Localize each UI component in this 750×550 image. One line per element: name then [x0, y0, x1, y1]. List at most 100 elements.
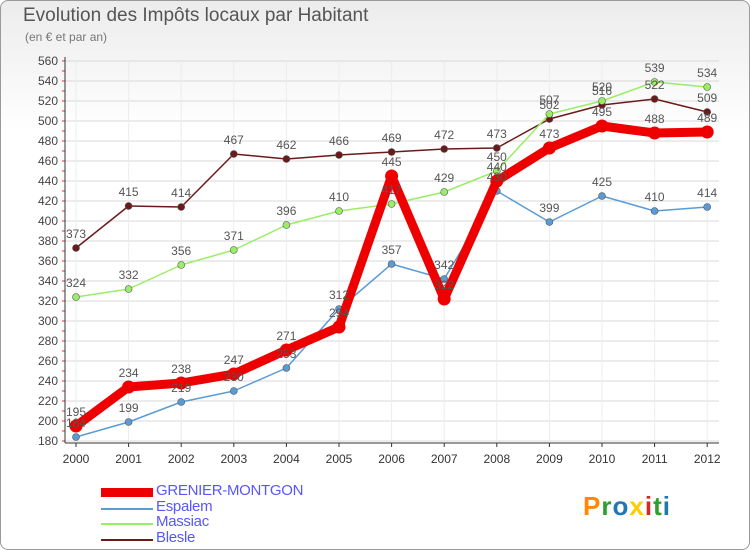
legend-swatch — [101, 488, 153, 497]
data-point — [703, 83, 712, 91]
logo-letter: r — [601, 491, 613, 521]
data-label: 488 — [645, 112, 665, 126]
data-label: 502 — [539, 98, 559, 112]
y-tick-label: 440 — [38, 174, 58, 188]
data-label: 414 — [697, 186, 717, 200]
data-label: 238 — [171, 362, 191, 376]
data-point — [440, 275, 449, 283]
data-point — [177, 203, 185, 211]
data-label: 472 — [434, 128, 454, 142]
x-tick-label: 2007 — [431, 452, 458, 466]
data-point — [227, 367, 241, 381]
logo-letter: x — [629, 491, 645, 521]
data-point — [177, 261, 185, 269]
proxiti-logo: Proxiti — [583, 491, 671, 522]
data-label: 539 — [645, 61, 665, 75]
data-label: 473 — [487, 127, 507, 141]
data-label: 247 — [224, 353, 244, 367]
data-label: 450 — [487, 150, 507, 164]
x-tick-label: 2004 — [273, 452, 300, 466]
data-label: 253 — [276, 347, 296, 361]
data-label: 199 — [119, 401, 139, 415]
data-label: 414 — [171, 186, 191, 200]
logo-letter: P — [583, 491, 602, 521]
legend-swatch — [101, 507, 153, 510]
data-label: 184 — [66, 416, 86, 430]
data-label: 469 — [382, 131, 402, 145]
data-point — [72, 433, 80, 441]
data-point — [387, 148, 396, 156]
data-point — [282, 155, 291, 163]
y-tick-label: 480 — [38, 134, 58, 148]
data-point — [490, 174, 504, 188]
logo-letter: o — [612, 491, 630, 521]
data-point — [385, 169, 399, 183]
legend-label: GRENIER-MONTGON — [156, 482, 304, 499]
x-tick-label: 2003 — [220, 452, 247, 466]
data-point — [177, 398, 185, 406]
x-tick-label: 2002 — [168, 452, 195, 466]
data-label: 425 — [592, 175, 612, 189]
data-point — [700, 125, 714, 139]
data-label: 489 — [697, 111, 717, 125]
y-tick-label: 220 — [38, 394, 58, 408]
x-tick-label: 2001 — [115, 452, 142, 466]
y-tick-label: 500 — [38, 114, 58, 128]
data-point — [703, 203, 712, 211]
data-point — [650, 78, 659, 86]
data-label: 195 — [66, 405, 86, 419]
data-label: 430 — [487, 170, 507, 184]
data-label: 312 — [329, 288, 349, 302]
x-tick-label: 2012 — [694, 452, 721, 466]
data-point — [122, 380, 136, 394]
data-label: 522 — [645, 78, 665, 92]
y-tick-label: 180 — [38, 434, 58, 448]
data-label: 495 — [592, 105, 612, 119]
data-point — [174, 376, 188, 390]
data-point — [230, 387, 238, 395]
data-label: 507 — [539, 93, 559, 107]
data-label: 332 — [119, 268, 139, 282]
legend-swatch — [101, 538, 153, 541]
data-point — [335, 207, 343, 215]
data-point — [124, 202, 133, 210]
data-label: 417 — [382, 183, 402, 197]
data-label: 373 — [66, 227, 86, 241]
data-point — [72, 293, 80, 301]
data-point — [598, 192, 606, 200]
y-tick-label: 240 — [38, 374, 58, 388]
data-label: 410 — [645, 190, 665, 204]
y-tick-label: 260 — [38, 354, 58, 368]
data-label: 396 — [276, 204, 296, 218]
legend-swatch — [101, 523, 153, 525]
data-point — [387, 260, 396, 268]
data-point — [282, 221, 291, 229]
data-point — [542, 141, 556, 155]
chart-subtitle: (en € et par an) — [25, 30, 108, 44]
data-label: 473 — [539, 127, 559, 141]
data-label: 415 — [119, 185, 139, 199]
data-point — [335, 151, 343, 159]
legend-label: Blesle — [156, 528, 196, 546]
data-point — [492, 144, 501, 152]
y-tick-label: 420 — [38, 194, 58, 208]
data-point — [437, 292, 451, 306]
y-tick-label: 460 — [38, 154, 58, 168]
data-point — [230, 246, 238, 254]
legend-label: Massiac — [156, 513, 209, 530]
x-tick-label: 2010 — [589, 452, 616, 466]
x-tick-label: 2006 — [378, 452, 405, 466]
y-tick-label: 400 — [38, 214, 58, 228]
y-tick-label: 380 — [38, 234, 58, 248]
data-point — [703, 108, 712, 116]
data-point — [598, 97, 606, 105]
data-label: 467 — [224, 133, 244, 147]
y-tick-label: 200 — [38, 414, 58, 428]
data-point — [332, 320, 346, 334]
data-label: 322 — [434, 278, 454, 292]
data-point — [595, 119, 609, 133]
data-label: 342 — [434, 258, 454, 272]
data-label: 230 — [224, 370, 244, 384]
data-label: 234 — [119, 366, 139, 380]
data-label: 357 — [382, 243, 402, 257]
